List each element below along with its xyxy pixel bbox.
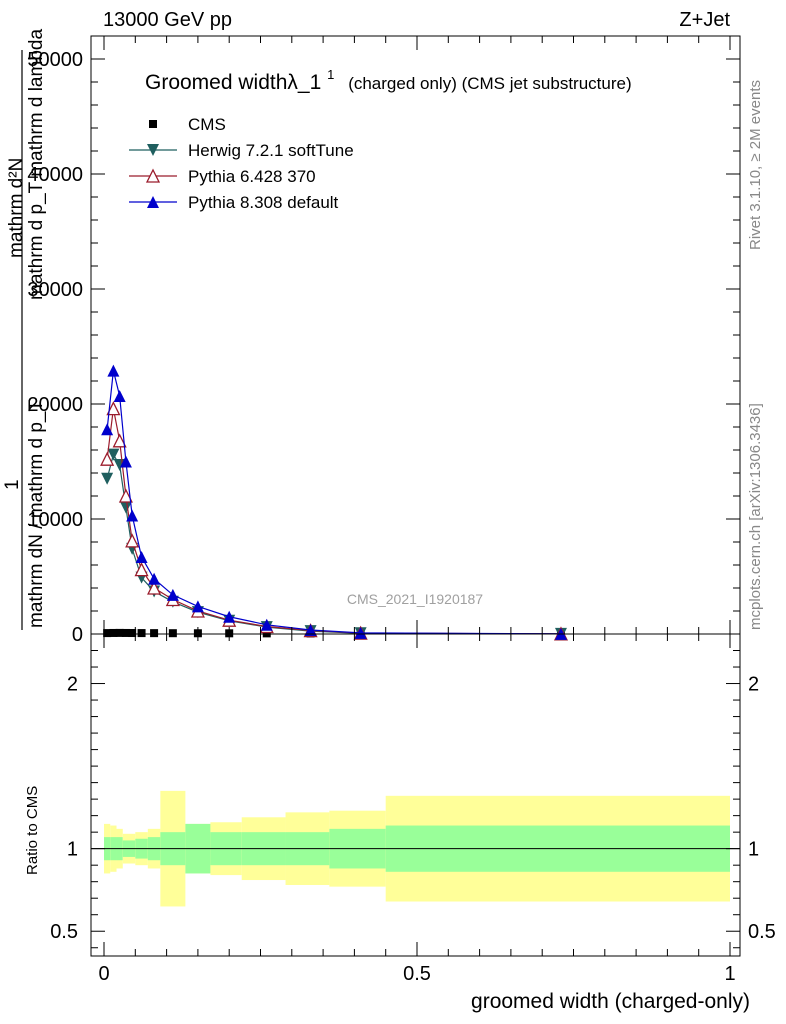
ratio-frame (90, 633, 741, 957)
chart-title-suffix: (charged only) (CMS jet substructure) (348, 74, 631, 93)
ratio-ytick-label: 2 (67, 674, 78, 696)
legend-marker-cms (149, 120, 157, 128)
ylabel-bottom: 1 (2, 479, 23, 490)
xtick-label: 1 (724, 963, 735, 985)
data-point-cms (137, 629, 146, 638)
series-pythia6 (100, 401, 569, 641)
data-point-herwig (119, 501, 132, 514)
legend-label-cms: CMS (188, 115, 226, 134)
data-point-pythia6 (118, 488, 133, 503)
data-point-pythia8 (135, 550, 148, 563)
legend-label-pythia6: Pythia 6.428 370 (188, 167, 316, 186)
ratio-ytick-label: 0.5 (50, 921, 78, 943)
chart-title-main: Groomed widthλ_1 (145, 71, 321, 94)
data-point-pythia8 (304, 623, 317, 636)
data-point-cms (115, 628, 124, 637)
energy-label: 13000 GeV pp (103, 9, 232, 31)
data-point-pythia6 (112, 433, 127, 448)
series-pythia8 (101, 364, 567, 640)
series-herwig (101, 448, 567, 640)
legend-item-pythia8: Pythia 8.308 default (129, 193, 339, 212)
data-point-pythia6 (147, 580, 162, 595)
data-point-pythia8 (119, 455, 132, 468)
data-point-pythia6 (100, 451, 115, 466)
data-point-pythia8 (191, 600, 204, 613)
main-ytick-label: 50000 (27, 49, 83, 71)
main-ytick-label: 10000 (27, 509, 83, 531)
legend-item-cms: CMS (149, 115, 226, 134)
main-panel: 0 10000 20000 30000 40000 50000 CMS_2021_I192… (2, 29, 741, 646)
data-point-cms (262, 629, 271, 638)
data-point-cms (128, 629, 137, 638)
legend-marker-herwig (147, 144, 159, 156)
legend-marker-pythia8 (147, 196, 159, 208)
data-point-pythia8 (354, 626, 367, 639)
xtick-label: 0 (98, 963, 109, 985)
ratio-ytick-label-right: 2 (748, 674, 759, 696)
data-point-cms (109, 628, 118, 637)
main-ytick-label: 0 (72, 624, 83, 646)
legend-label-pythia8: Pythia 8.308 default (188, 193, 339, 212)
main-ytick-label: 20000 (27, 394, 83, 416)
data-point-pythia8 (101, 423, 114, 436)
mcplots-label: mcplots.cern.ch [arXiv:1306.3436] (747, 403, 764, 630)
ratio-ytick-label-right: 0.5 (748, 921, 776, 943)
data-point-pythia8 (148, 572, 161, 585)
legend-marker-pythia6 (145, 168, 161, 183)
data-point-pythia6 (106, 401, 121, 416)
main-ylabel: mathrm d²N mathrm d p_T mathrm d lambda … (2, 29, 47, 630)
legend-item-pythia6: Pythia 6.428 370 (129, 167, 316, 186)
main-ytick-label: 30000 (27, 279, 83, 301)
data-point-cms (121, 628, 130, 637)
series-line-pythia8 (106, 370, 561, 635)
ratio-ytick-label-right: 1 (748, 839, 759, 861)
data-point-pythia6 (125, 533, 140, 548)
series-line-pythia6 (106, 408, 561, 635)
data-point-pythia8 (260, 618, 273, 631)
ratio-ylabel: Ratio to CMS (24, 786, 41, 875)
process-label: Z+Jet (679, 9, 730, 31)
ylabel-bottom2: mathrm dN / mathrm d p_T (26, 400, 47, 628)
xtick-label: 0.5 (403, 963, 431, 985)
chart-title-sup: 1 (327, 67, 334, 82)
data-point-cms (168, 629, 177, 638)
data-point-pythia8 (107, 364, 120, 377)
series-line-herwig (106, 453, 561, 635)
legend: CMS Herwig 7.2.1 softTune Pythia 6.428 370… (129, 115, 354, 212)
data-point-pythia8 (223, 610, 236, 623)
rivet-label: Rivet 3.1.10, ≥ 2M events (747, 80, 764, 250)
watermark: CMS_2021_I1920187 (347, 591, 483, 607)
data-point-pythia8 (126, 509, 139, 522)
data-point-pythia8 (166, 588, 179, 601)
ylabel-top: mathrm d²N (6, 158, 27, 258)
legend-label-herwig: Herwig 7.2.1 softTune (188, 141, 354, 160)
main-ytick-label: 40000 (27, 164, 83, 186)
ylabel-top2: mathrm d p_T mathrm d lambda (26, 29, 47, 300)
data-point-cms (103, 629, 112, 638)
data-point-pythia6 (134, 562, 149, 577)
ratio-panel: 0.5 0.5 1 1 2 2 0 0.5 1 Ratio to CMS groomed wi… (24, 633, 776, 1013)
data-point-cms (150, 629, 159, 638)
legend-item-herwig: Herwig 7.2.1 softTune (129, 141, 354, 160)
x-axis-label: groomed width (charged-only) (471, 990, 750, 1013)
data-point-herwig (101, 472, 114, 485)
ratio-ytick-label: 1 (67, 839, 78, 861)
data-point-pythia8 (113, 389, 126, 402)
data-point-herwig (107, 448, 120, 461)
chart-title: Groomed widthλ_1 1 (charged only) (CMS j… (145, 61, 632, 94)
